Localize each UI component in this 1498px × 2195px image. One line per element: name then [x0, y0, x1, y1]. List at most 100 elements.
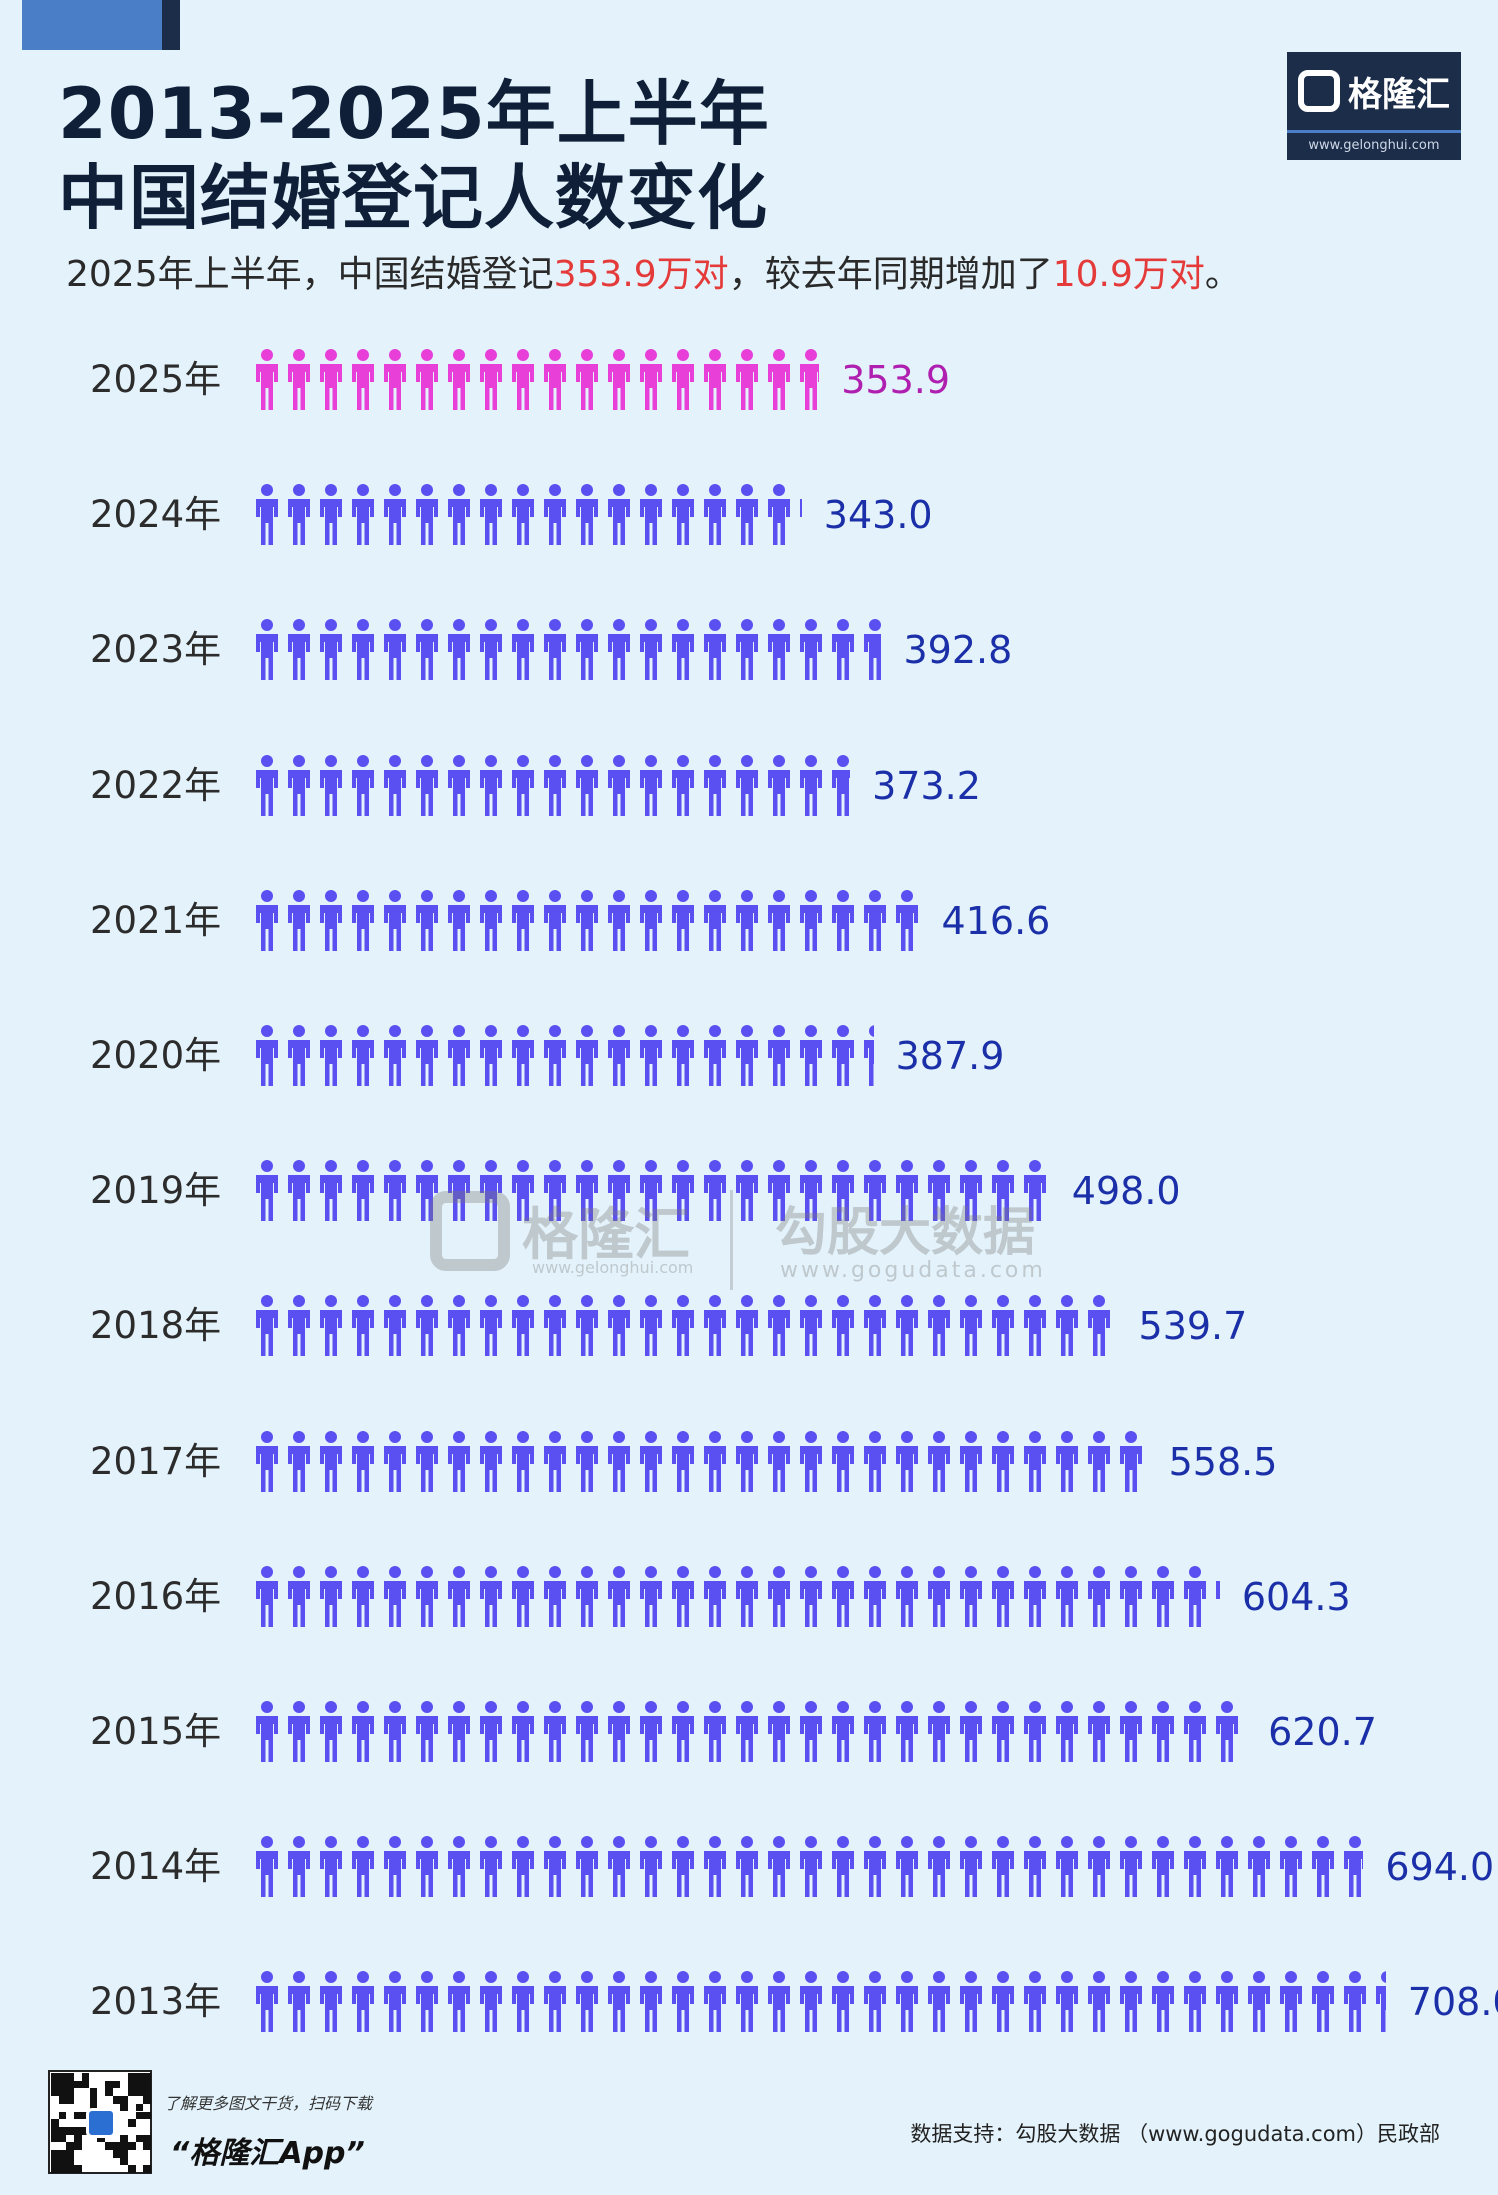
person-icon	[1024, 1566, 1046, 1627]
person-icon	[480, 1701, 502, 1762]
person-icon-row	[253, 1294, 1117, 1358]
person-icon	[800, 619, 822, 680]
person-icon	[416, 1971, 438, 2032]
person-icon	[704, 349, 726, 410]
qr-cell	[59, 2096, 67, 2104]
person-icon	[704, 890, 726, 951]
person-icon	[416, 484, 438, 545]
person-icon	[672, 1160, 694, 1221]
row-label: 2024年	[90, 490, 230, 540]
person-icon	[352, 484, 374, 545]
qr-cell	[66, 2096, 74, 2104]
person-icon	[384, 1701, 406, 1762]
person-icon	[608, 619, 630, 680]
person-icon	[1216, 1566, 1220, 1627]
person-icon	[384, 1566, 406, 1627]
person-icon	[1088, 1295, 1110, 1356]
person-icon	[1024, 1431, 1046, 1492]
person-icon	[512, 349, 534, 410]
person-icon	[1088, 1566, 1110, 1627]
qr-cell	[143, 2165, 151, 2173]
qr-code[interactable]	[48, 2070, 152, 2174]
person-icon	[1152, 1971, 1174, 2032]
person-icon	[608, 1566, 630, 1627]
person-icon	[896, 1971, 918, 2032]
person-icon	[544, 1025, 566, 1086]
person-icon	[416, 890, 438, 951]
person-icon	[256, 1295, 278, 1356]
person-icon	[1184, 1971, 1206, 2032]
qr-cell	[105, 2081, 113, 2089]
person-icon	[608, 1295, 630, 1356]
person-icon	[480, 755, 502, 816]
person-icon	[256, 1701, 278, 1762]
qr-cell	[128, 2081, 136, 2089]
person-icon	[448, 1566, 470, 1627]
person-icon	[736, 1836, 758, 1897]
row-label: 2022年	[90, 761, 230, 811]
person-icon	[544, 349, 566, 410]
row-label: 2016年	[90, 1572, 230, 1622]
person-icon	[704, 1160, 726, 1221]
qr-cell	[143, 2135, 151, 2143]
person-icon	[320, 1160, 342, 1221]
person-icon	[1344, 1836, 1363, 1897]
person-icon	[352, 755, 374, 816]
bar-person-icons	[253, 1970, 1386, 2034]
person-icon	[576, 619, 598, 680]
person-icon	[736, 1701, 758, 1762]
person-icon	[672, 1566, 694, 1627]
person-icon	[864, 1295, 886, 1356]
person-icon-row	[253, 1024, 874, 1088]
person-icon	[288, 619, 310, 680]
person-icon	[512, 1971, 534, 2032]
person-icon	[448, 1701, 470, 1762]
person-icon	[320, 349, 342, 410]
qr-cell	[51, 2073, 59, 2081]
person-icon	[352, 1295, 374, 1356]
person-icon	[800, 484, 802, 545]
person-icon	[768, 1971, 790, 2032]
person-icon	[480, 1566, 502, 1627]
data-label: 353.9	[841, 355, 950, 405]
person-icon	[256, 1431, 278, 1492]
person-icon	[992, 1836, 1014, 1897]
person-icon	[960, 1701, 982, 1762]
person-icon	[416, 1025, 438, 1086]
qr-cell	[143, 2081, 151, 2089]
qr-cell	[74, 2081, 82, 2089]
person-icon	[928, 1566, 950, 1627]
person-icon	[608, 755, 630, 816]
person-icon	[352, 1971, 374, 2032]
qr-cell	[128, 2119, 136, 2127]
person-icon	[288, 484, 310, 545]
person-icon	[992, 1295, 1014, 1356]
person-icon	[576, 1295, 598, 1356]
qr-cell	[59, 2073, 67, 2081]
person-icon	[672, 890, 694, 951]
bar-person-icons	[253, 1159, 1050, 1223]
person-icon	[1024, 1971, 1046, 2032]
person-icon	[800, 755, 822, 816]
data-label: 416.6	[942, 896, 1051, 946]
qr-cell	[59, 2081, 67, 2089]
bar-person-icons	[253, 618, 881, 682]
person-icon	[768, 349, 790, 410]
person-icon	[864, 1025, 874, 1086]
qr-cell	[105, 2142, 113, 2150]
person-icon	[256, 1836, 278, 1897]
person-icon	[320, 1025, 342, 1086]
person-icon	[832, 1566, 854, 1627]
person-icon	[480, 1025, 502, 1086]
person-icon	[768, 1701, 790, 1762]
qr-cell	[136, 2081, 144, 2089]
person-icon	[320, 1295, 342, 1356]
person-icon	[288, 349, 310, 410]
person-icon	[416, 1566, 438, 1627]
person-icon	[576, 1971, 598, 2032]
person-icon	[320, 1836, 342, 1897]
data-label: 708.0	[1408, 1977, 1498, 2027]
qr-cell	[66, 2081, 74, 2089]
person-icon	[384, 755, 406, 816]
